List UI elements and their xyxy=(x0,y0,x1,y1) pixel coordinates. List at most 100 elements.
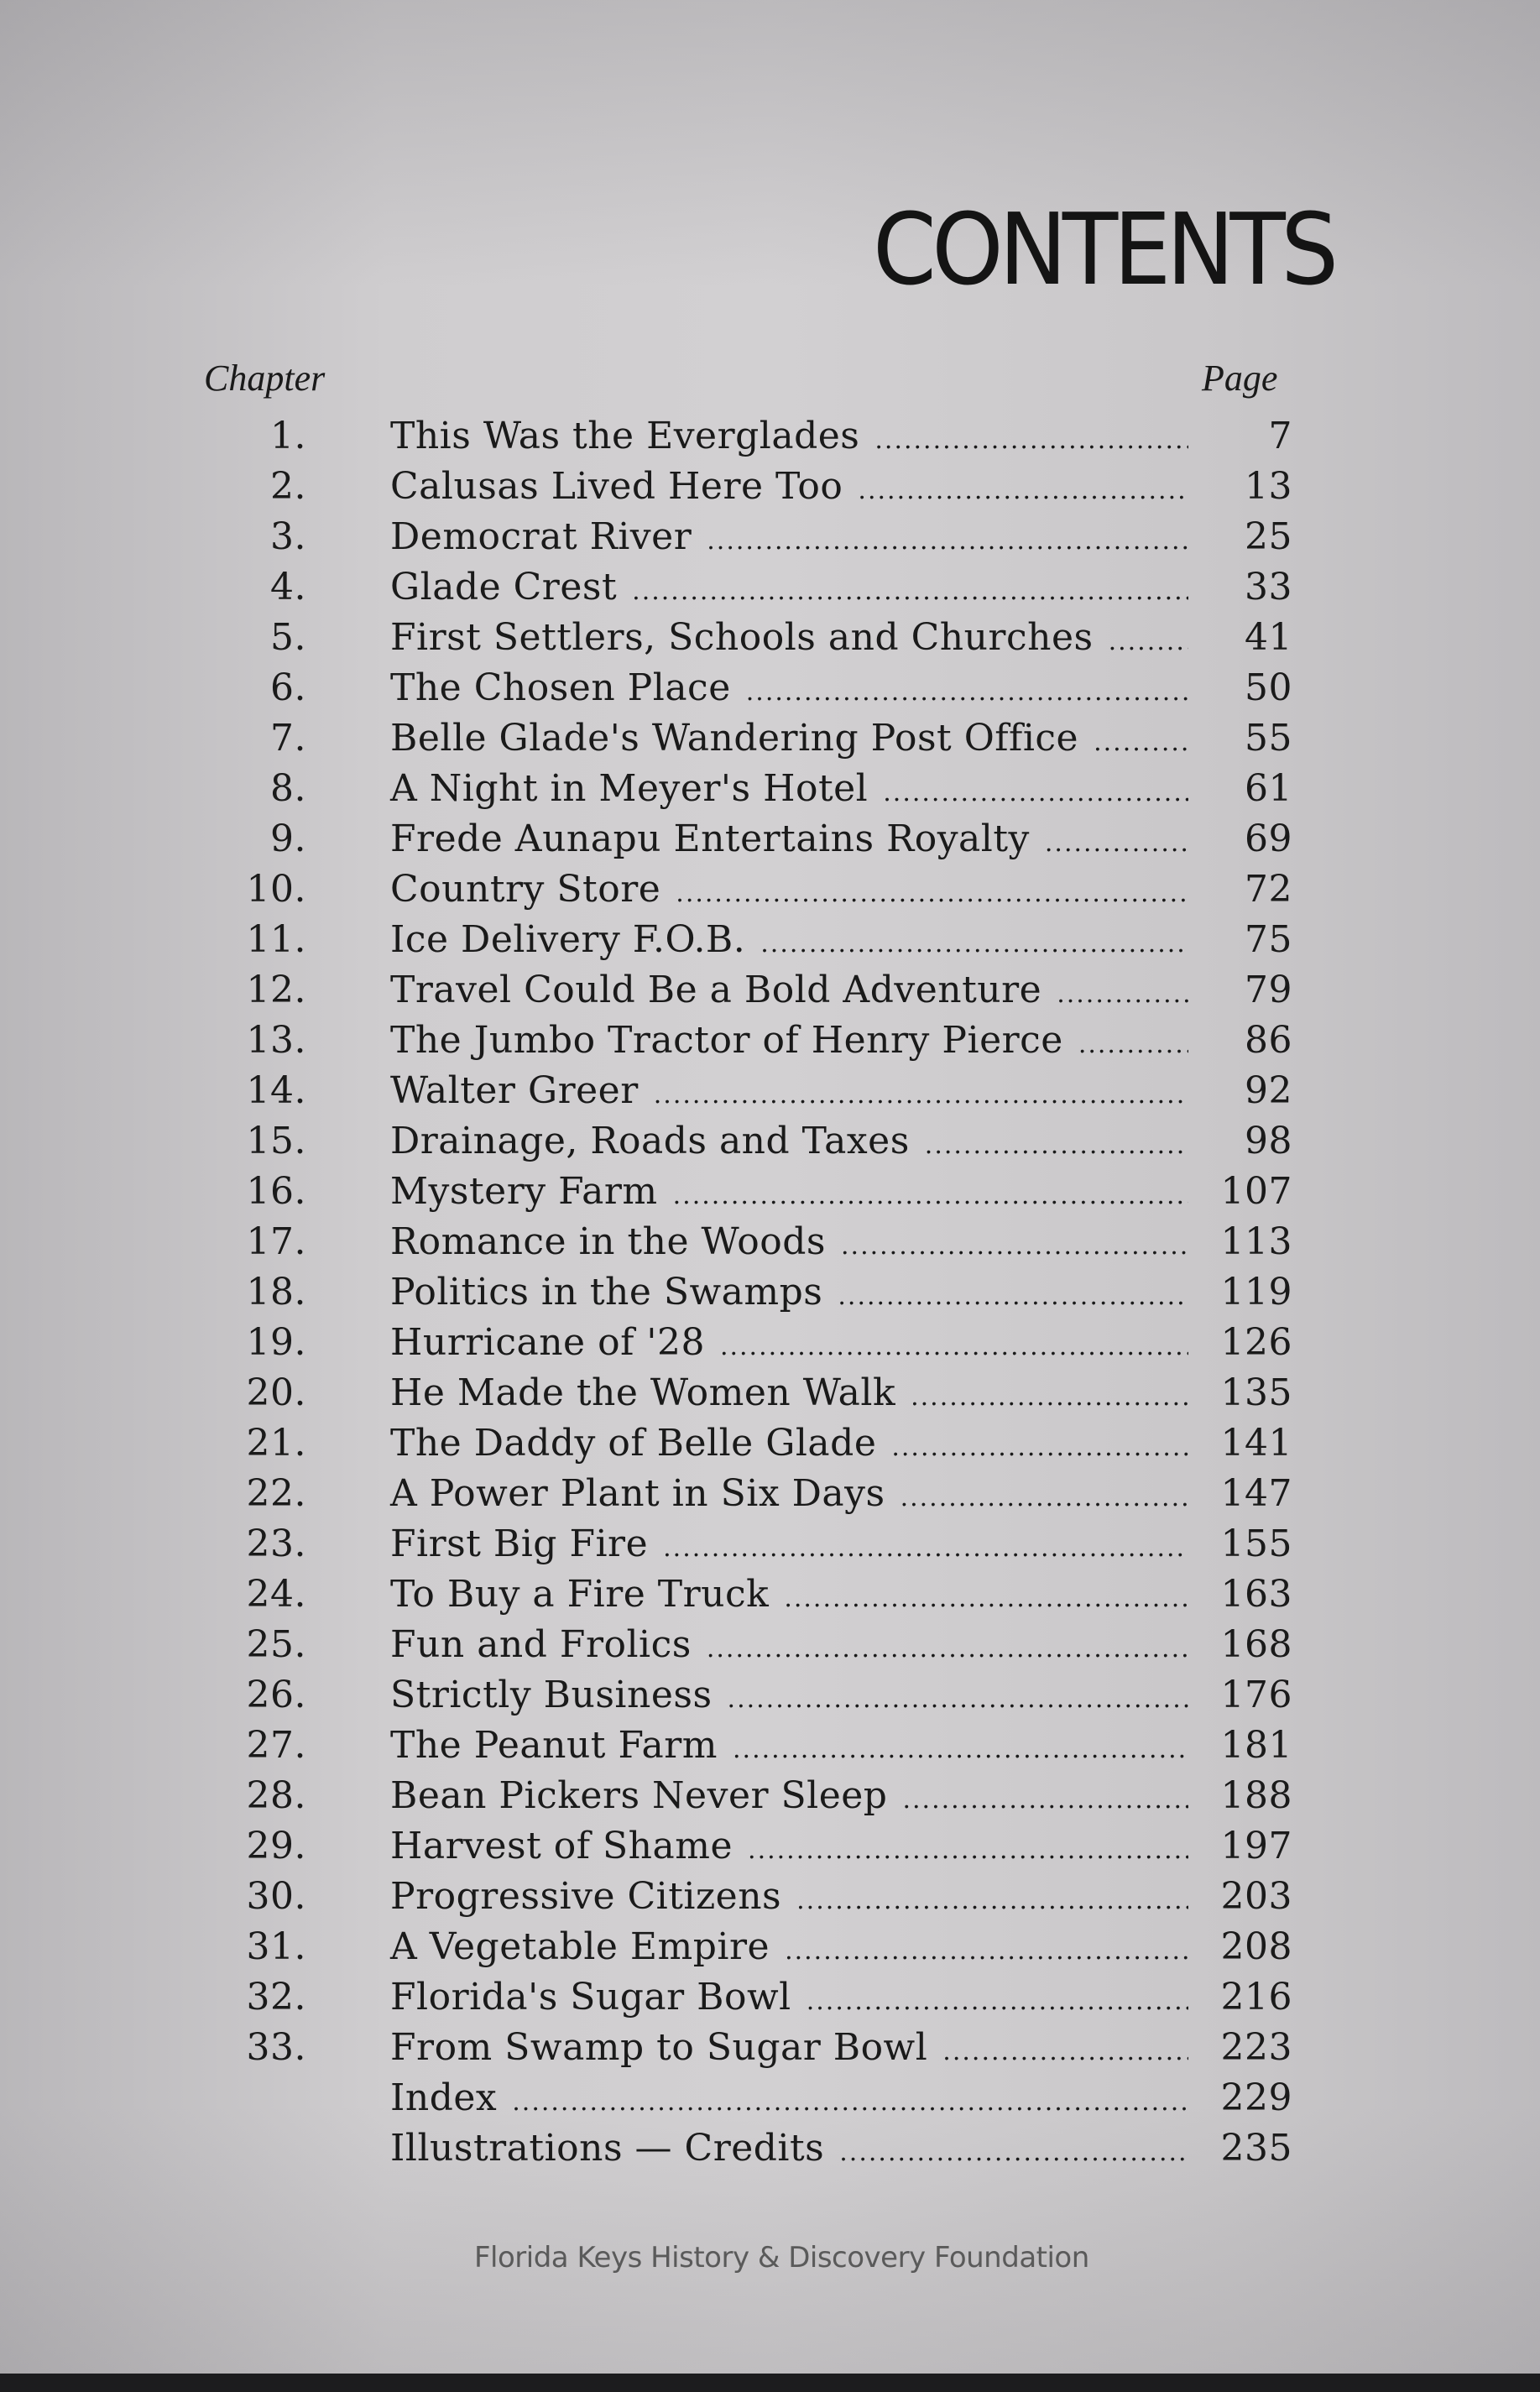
chapter-column-header: Chapter xyxy=(204,358,326,399)
page-number: 13 xyxy=(1245,465,1292,508)
page-number: 86 xyxy=(1245,1019,1292,1062)
chapter-number: 8. xyxy=(270,767,306,810)
page-number: 79 xyxy=(1245,969,1292,1011)
dot-leader xyxy=(925,1120,1188,1171)
dot-leader xyxy=(1109,617,1188,667)
toc-entry: 2. Calusas Lived Here Too 13 xyxy=(227,462,1292,512)
page-number: 50 xyxy=(1245,666,1292,709)
page-number: 181 xyxy=(1220,1724,1292,1767)
toc-entry: 6. The Chosen Place 50 xyxy=(227,663,1292,713)
page-number: 119 xyxy=(1220,1271,1292,1314)
chapter-title: Fun and Frolics xyxy=(390,1623,692,1666)
toc-entry: 24. To Buy a Fire Truck 163 xyxy=(227,1569,1292,1620)
dot-leader xyxy=(632,567,1188,617)
dot-leader xyxy=(891,1423,1188,1473)
chapter-title: Strictly Business xyxy=(390,1674,713,1716)
chapter-title: Country Store xyxy=(390,868,661,911)
watermark: Florida Keys History & Discovery Foundat… xyxy=(474,2241,1089,2274)
chapter-number: 14. xyxy=(246,1069,306,1112)
page-number: 216 xyxy=(1220,1976,1292,2019)
chapter-number: 32. xyxy=(246,1976,306,2019)
page-number: 235 xyxy=(1220,2127,1292,2170)
page-number: 41 xyxy=(1245,616,1292,659)
dot-leader xyxy=(1057,969,1188,1020)
dot-leader xyxy=(841,1221,1188,1272)
toc-entry: Illustrations — Credits 235 xyxy=(227,2123,1292,2174)
page-number: 203 xyxy=(1220,1875,1292,1918)
dot-leader xyxy=(785,1926,1188,1977)
chapter-title: Romance in the Woods xyxy=(390,1220,826,1263)
toc-entry: 7. Belle Glade's Wandering Post Office 55 xyxy=(227,713,1292,764)
page-number: 69 xyxy=(1245,817,1292,860)
chapter-number: 33. xyxy=(246,2026,306,2069)
chapter-number: 5. xyxy=(270,616,306,659)
chapter-title: Glade Crest xyxy=(390,566,618,608)
toc-entry: 29. Harvest of Shame 197 xyxy=(227,1821,1292,1872)
page-number: 33 xyxy=(1245,566,1292,608)
chapter-number: 23. xyxy=(246,1522,306,1565)
toc-entry: 5. First Settlers, Schools and Churches 41 xyxy=(227,613,1292,663)
chapter-number: 7. xyxy=(270,717,306,760)
dot-leader xyxy=(838,1272,1188,1322)
page-number: 98 xyxy=(1245,1120,1292,1162)
dot-leader xyxy=(942,2027,1188,2077)
page-number: 135 xyxy=(1220,1371,1292,1414)
dot-leader xyxy=(733,1725,1188,1775)
dot-leader xyxy=(746,667,1188,718)
chapter-title: Frede Aunapu Entertains Royalty xyxy=(390,817,1030,860)
toc-entry: 26. Strictly Business 176 xyxy=(227,1670,1292,1721)
chapter-title: A Vegetable Empire xyxy=(390,1925,770,1968)
toc-entry: 13. The Jumbo Tractor of Henry Pierce 86 xyxy=(227,1016,1292,1066)
chapter-title: Ice Delivery F.O.B. xyxy=(390,918,746,961)
toc-entry: Index 229 xyxy=(227,2073,1292,2123)
toc-entry: 17. Romance in the Woods 113 xyxy=(227,1217,1292,1267)
toc-entry: 18. Politics in the Swamps 119 xyxy=(227,1267,1292,1318)
chapter-number: 21. xyxy=(246,1422,306,1465)
page-title: CONTENTS xyxy=(873,191,1339,307)
toc-entry: 8. A Night in Meyer's Hotel 61 xyxy=(227,764,1292,814)
chapter-title: Illustrations — Credits xyxy=(390,2127,825,2170)
toc-entry: 31. A Vegetable Empire 208 xyxy=(227,1922,1292,1972)
dot-leader xyxy=(911,1372,1188,1423)
dot-leader xyxy=(748,1825,1188,1876)
dot-leader xyxy=(1078,1020,1188,1070)
chapter-number: 16. xyxy=(246,1170,306,1213)
chapter-title: Harvest of Shame xyxy=(390,1825,733,1867)
page-number: 155 xyxy=(1220,1522,1292,1565)
chapter-number: 19. xyxy=(246,1321,306,1364)
dot-leader xyxy=(707,1624,1188,1674)
page-number: 223 xyxy=(1220,2026,1292,2069)
chapter-title: He Made the Women Walk xyxy=(390,1371,896,1414)
scan-edge xyxy=(0,2374,1540,2392)
dot-leader xyxy=(707,516,1188,567)
chapter-number: 4. xyxy=(270,566,306,608)
chapter-number: 12. xyxy=(246,969,306,1011)
page-number: 25 xyxy=(1245,515,1292,558)
page-number: 168 xyxy=(1220,1623,1292,1666)
toc-entry: 12. Travel Could Be a Bold Adventure 79 xyxy=(227,965,1292,1016)
toc-entry: 33. From Swamp to Sugar Bowl 223 xyxy=(227,2023,1292,2073)
toc-entry: 3. Democrat River 25 xyxy=(227,512,1292,562)
dot-leader xyxy=(512,2077,1188,2128)
dot-leader xyxy=(784,1574,1188,1624)
page-number: 61 xyxy=(1245,767,1292,810)
chapter-title: From Swamp to Sugar Bowl xyxy=(390,2026,928,2069)
page-number: 229 xyxy=(1220,2076,1292,2119)
chapter-number: 25. xyxy=(246,1623,306,1666)
page-number: 147 xyxy=(1220,1472,1292,1515)
chapter-title: Belle Glade's Wandering Post Office xyxy=(390,717,1079,760)
page-number: 197 xyxy=(1220,1825,1292,1867)
chapter-number: 24. xyxy=(246,1573,306,1616)
chapter-number: 1. xyxy=(270,415,306,457)
toc-entry: 25. Fun and Frolics 168 xyxy=(227,1620,1292,1670)
page-number: 7 xyxy=(1268,415,1292,457)
page-number: 188 xyxy=(1220,1774,1292,1817)
dot-leader xyxy=(874,415,1188,466)
page-number: 72 xyxy=(1245,868,1292,911)
page-number: 176 xyxy=(1220,1674,1292,1716)
chapter-number: 22. xyxy=(246,1472,306,1515)
dot-leader xyxy=(663,1523,1188,1574)
chapter-number: 3. xyxy=(270,515,306,558)
toc-entry: 4. Glade Crest 33 xyxy=(227,562,1292,613)
toc-entry: 22. A Power Plant in Six Days 147 xyxy=(227,1469,1292,1519)
